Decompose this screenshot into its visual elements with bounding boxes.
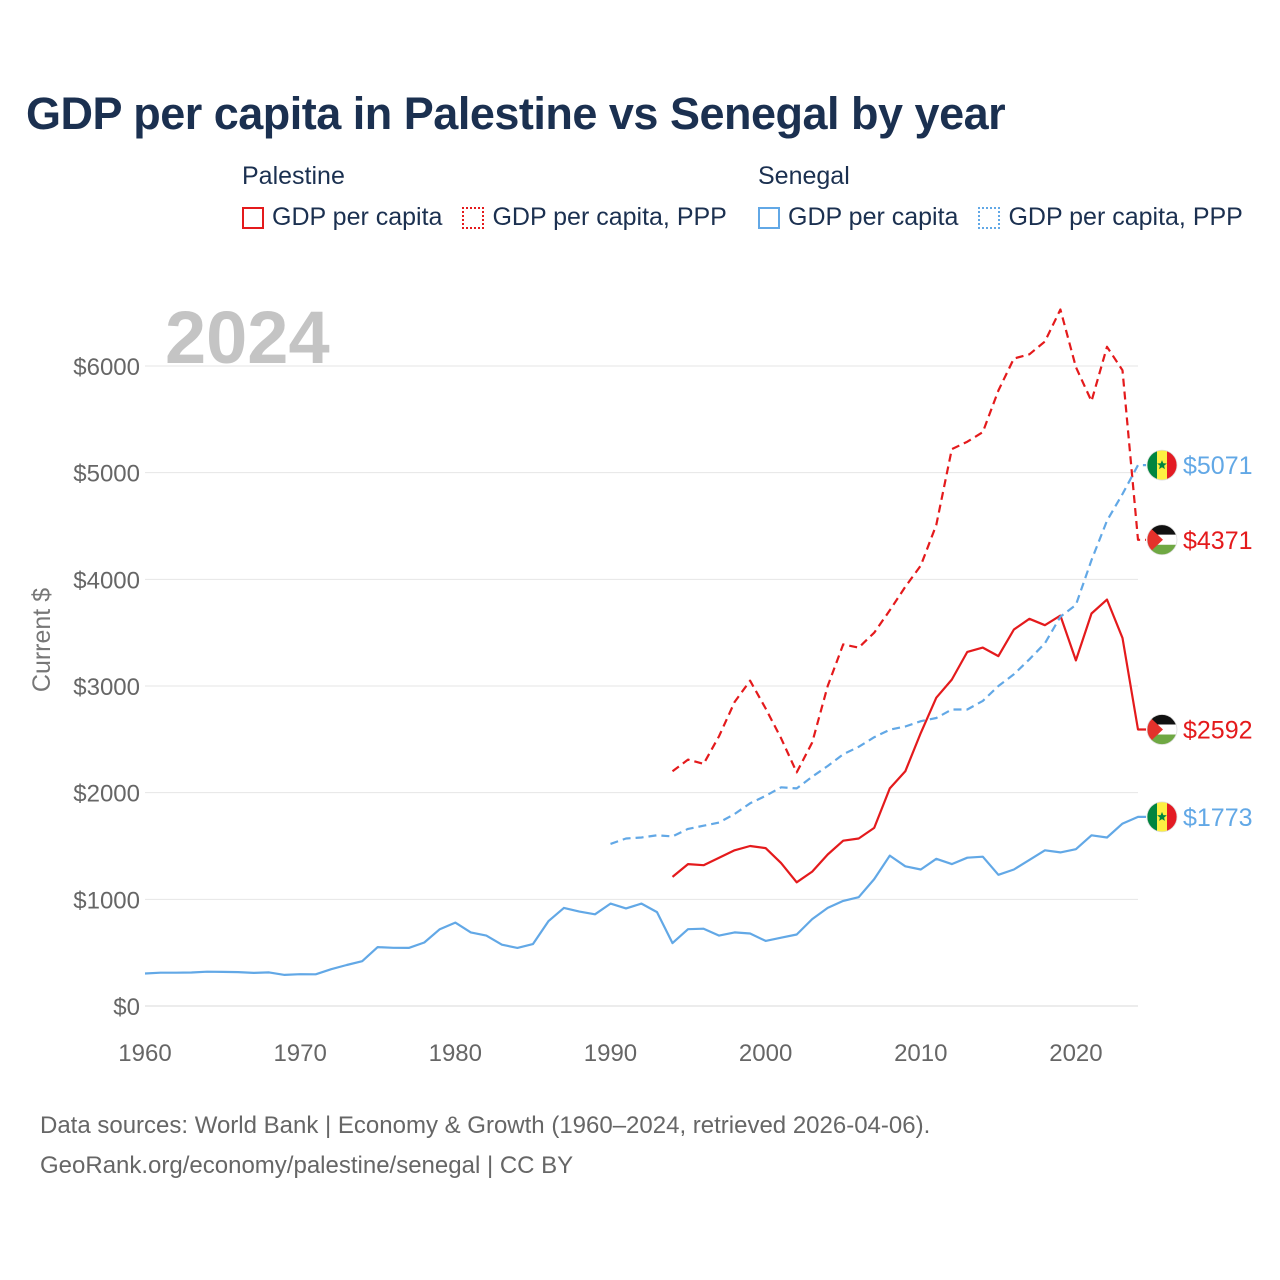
x-tick-label: 2010 — [894, 1040, 947, 1067]
legend-swatch-dotted — [462, 206, 485, 229]
series-line-senegal-gdp-per-capita-ppp[interactable] — [610, 464, 1147, 845]
y-tick-label: $5000 — [73, 461, 140, 488]
legend-item-palestine-gdp[interactable]: GDP per capita — [242, 203, 442, 232]
legend-item-palestine-gdp-ppp[interactable]: GDP per capita, PPP — [462, 203, 727, 232]
end-marker-palestine-flag — [1146, 524, 1178, 556]
end-value-label: $1773 — [1183, 804, 1253, 832]
year-watermark: 2024 — [165, 296, 330, 379]
source-note: Data sources: World Bank | Economy & Gro… — [40, 1106, 930, 1186]
series-line-palestine-gdp-per-capita-ppp[interactable] — [671, 308, 1147, 774]
legend-swatch-solid — [758, 206, 780, 229]
legend-label: GDP per capita, PPP — [1008, 203, 1243, 231]
legend-swatch-solid — [242, 206, 264, 229]
end-marker-palestine-flag — [1146, 714, 1178, 745]
y-tick-label: $6000 — [73, 354, 140, 381]
legend-swatch-dotted — [978, 206, 1001, 229]
legend-group-name: Senegal — [758, 162, 850, 190]
end-value-label: $5071 — [1183, 452, 1253, 480]
legend-item-senegal-gdp[interactable]: GDP per capita — [758, 203, 958, 232]
end-marker-senegal-flag — [1146, 801, 1178, 833]
legend-group-senegal: Senegal GDP per capita GDP per capita, P… — [758, 162, 1243, 232]
legend-label: GDP per capita — [272, 203, 443, 231]
x-tick-label: 1980 — [429, 1040, 482, 1067]
y-axis-ticks: $0 $1000 $2000 $3000 $4000 $5000 $6000 — [73, 354, 140, 1021]
end-markers: $2592 $4371 $1773 $5071 — [1146, 449, 1253, 833]
series-lines — [144, 308, 1147, 977]
senegal-flag-icon — [1147, 450, 1177, 481]
end-marker-senegal-flag — [1146, 449, 1178, 481]
x-tick-label: 1960 — [118, 1040, 171, 1067]
legend-label: GDP per capita, PPP — [492, 203, 727, 231]
y-tick-label: $2000 — [73, 781, 140, 808]
senegal-flag-icon — [1147, 801, 1177, 832]
end-value-label: $2592 — [1183, 717, 1253, 745]
end-value-label: $4371 — [1183, 527, 1253, 555]
x-tick-label: 1990 — [584, 1040, 637, 1067]
x-tick-label: 2020 — [1049, 1040, 1102, 1067]
x-axis-ticks: 1960 1970 1980 1990 2000 2010 2020 — [118, 1040, 1102, 1067]
x-tick-label: 1970 — [273, 1040, 326, 1067]
y-tick-label: $0 — [113, 994, 140, 1021]
y-axis-label: Current $ — [28, 588, 56, 692]
legend-group-palestine: Palestine GDP per capita GDP per capita,… — [242, 162, 727, 232]
legend-label: GDP per capita — [788, 203, 959, 231]
legend-group-name: Palestine — [242, 162, 345, 190]
source-line-2[interactable]: GeoRank.org/economy/palestine/senegal | … — [40, 1152, 574, 1179]
x-tick-label: 2000 — [739, 1040, 792, 1067]
y-tick-label: $4000 — [73, 567, 140, 594]
series-line-senegal-gdp-per-capita[interactable] — [144, 815, 1146, 977]
source-line-1: Data sources: World Bank | Economy & Gro… — [40, 1112, 931, 1139]
y-tick-label: $3000 — [73, 674, 140, 701]
chart-title: GDP per capita in Palestine vs Senegal b… — [26, 88, 1006, 139]
legend-item-senegal-gdp-ppp[interactable]: GDP per capita, PPP — [978, 203, 1243, 232]
grid-lines — [145, 365, 1138, 1007]
palestine-flag-icon — [1147, 714, 1177, 745]
y-tick-label: $1000 — [73, 887, 140, 914]
palestine-flag-icon — [1147, 524, 1177, 555]
series-line-palestine-gdp-per-capita[interactable] — [671, 598, 1147, 884]
